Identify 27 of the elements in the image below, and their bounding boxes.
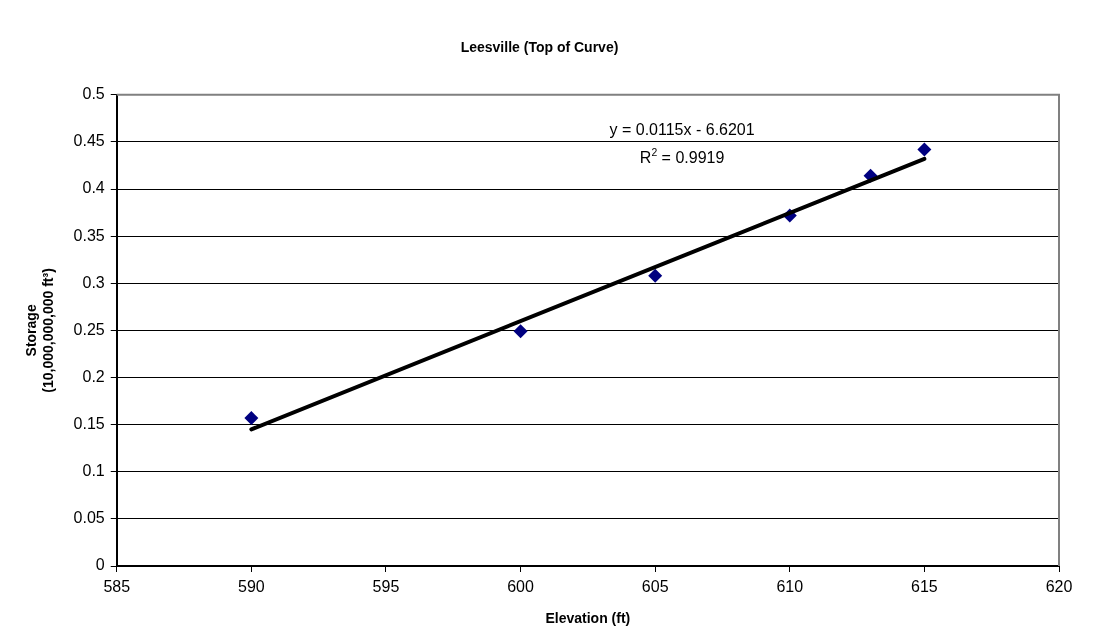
x-tick-label: 590 xyxy=(238,578,265,596)
point xyxy=(513,324,528,339)
y-tick-label: 0.45 xyxy=(73,132,105,150)
point xyxy=(917,142,932,157)
point xyxy=(244,411,259,426)
x-tick-label: 620 xyxy=(1045,578,1073,596)
y-tick-label: 0.25 xyxy=(73,320,105,338)
y-tick-label: 0 xyxy=(95,556,105,574)
annotation: y = 0.0115x - 6.6201 xyxy=(609,120,755,138)
y-tick-label: 0.5 xyxy=(82,85,105,103)
y-tick-label: 0.2 xyxy=(82,367,105,385)
y-tick-label: 0.1 xyxy=(82,462,105,480)
y-tick-label: 0.15 xyxy=(73,415,105,433)
chart-title: Leesville (Top of Curve) xyxy=(460,39,619,56)
y-axis-title: Storage (10,000,000,000 ft³) xyxy=(23,268,57,393)
x-tick-label: 615 xyxy=(911,578,938,596)
y-tick-label: 0.35 xyxy=(73,226,105,244)
x-tick-label: 585 xyxy=(103,578,131,596)
x-tick-label: 595 xyxy=(372,578,400,596)
y-tick-label: 0.4 xyxy=(82,179,105,197)
y-tick-label: 0.05 xyxy=(73,509,105,527)
x-axis-title: Elevation (ft) xyxy=(545,610,631,627)
x-tick-label: 600 xyxy=(507,578,535,596)
x-tick-label: 610 xyxy=(776,578,804,596)
x-tick-label: 605 xyxy=(641,578,669,596)
point xyxy=(648,268,663,283)
y-tick-label: 0.3 xyxy=(82,273,105,291)
